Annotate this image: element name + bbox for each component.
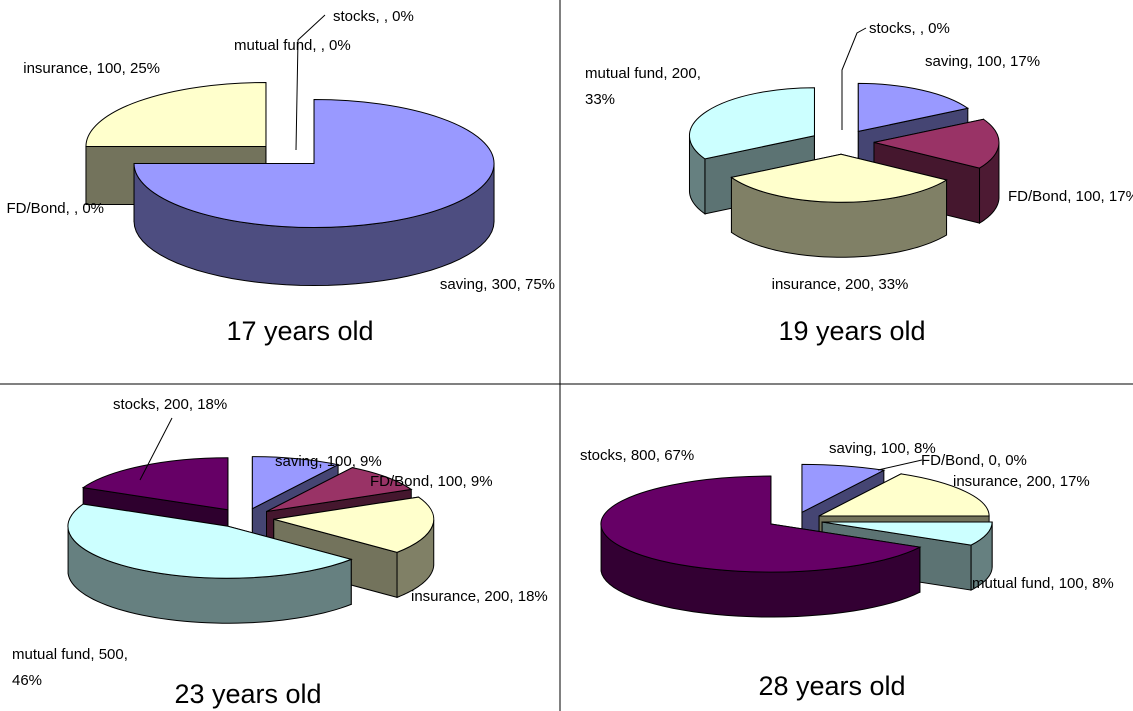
slice-top [801, 463, 886, 514]
slice-saving [133, 99, 495, 287]
data-label-stocks: stocks, 800, 67% [580, 447, 694, 464]
slice-stocks [600, 475, 922, 618]
slice-top [67, 503, 353, 579]
data-label-insurance: insurance, 200, 18% [411, 588, 548, 605]
slice-top [822, 521, 993, 546]
chart-19-years: 19 years old saving, 100, 17% FD/Bond, 10… [585, 20, 1133, 346]
slice-top [133, 99, 495, 229]
chart-title: 23 years old [174, 679, 321, 709]
slice-top [251, 456, 340, 510]
data-label-saving: saving, 100, 17% [925, 53, 1040, 70]
slice-top [857, 82, 970, 133]
slice-top [818, 473, 990, 517]
label-leader-line [139, 417, 173, 481]
chart-28-years: 28 years old saving, 100, 8%FD/Bond, 0, … [580, 440, 1114, 701]
chart-17-years: 17 years old saving, 300, 75% FD/Bond, , … [6, 8, 555, 346]
slice-insurance [730, 153, 948, 258]
chart-title: 19 years old [778, 316, 925, 346]
data-label-insurance: insurance, 200, 17% [953, 473, 1090, 490]
slice-mutual-fund [67, 503, 353, 624]
slice-top [85, 81, 267, 147]
data-label-mutual-fund: mutual fund, , 0% [234, 37, 351, 54]
slice-top [81, 457, 229, 511]
chart-23-years: 23 years old saving, 100, 9% FD/Bond, 100… [12, 396, 548, 709]
slice-top [266, 467, 413, 513]
data-label-insurance: insurance, 100, 25% [23, 60, 160, 77]
data-label-stocks: stocks, 200, 18% [113, 396, 227, 413]
chart-title: 17 years old [226, 316, 373, 346]
data-label-saving: saving, 100, 9% [275, 453, 382, 470]
data-label-stocks: stocks, , 0% [869, 20, 950, 37]
label-leader-line [841, 27, 867, 130]
data-label-mutual-fund: mutual fund, 500, 46% [12, 646, 128, 689]
data-label-saving: saving, 100, 8% [829, 440, 936, 457]
slice-top [688, 87, 815, 160]
data-label-saving: saving, 300, 75% [440, 276, 555, 293]
slice-top [273, 496, 435, 553]
data-label-fd-bond: FD/Bond, 100, 9% [370, 473, 493, 490]
data-label-insurance: insurance, 200, 33% [772, 276, 909, 293]
slice-top [600, 475, 922, 573]
chart-title: 28 years old [758, 671, 905, 701]
slice-top [873, 118, 1000, 169]
data-label-mutual-fund: mutual fund, 200, 33% [585, 65, 701, 108]
label-leader-line [295, 14, 326, 151]
slice-insurance [273, 496, 435, 599]
data-label-fd-bond: FD/Bond, 0, 0% [921, 452, 1027, 469]
data-label-mutual-fund: mutual fund, 100, 8% [972, 575, 1114, 592]
label-leader-line [877, 459, 923, 471]
data-label-stocks: stocks, , 0% [333, 8, 414, 25]
data-label-fd-bond: FD/Bond, , 0% [6, 200, 104, 217]
slice-top [730, 153, 948, 203]
data-label-fd-bond: FD/Bond, 100, 17% [1008, 188, 1133, 205]
